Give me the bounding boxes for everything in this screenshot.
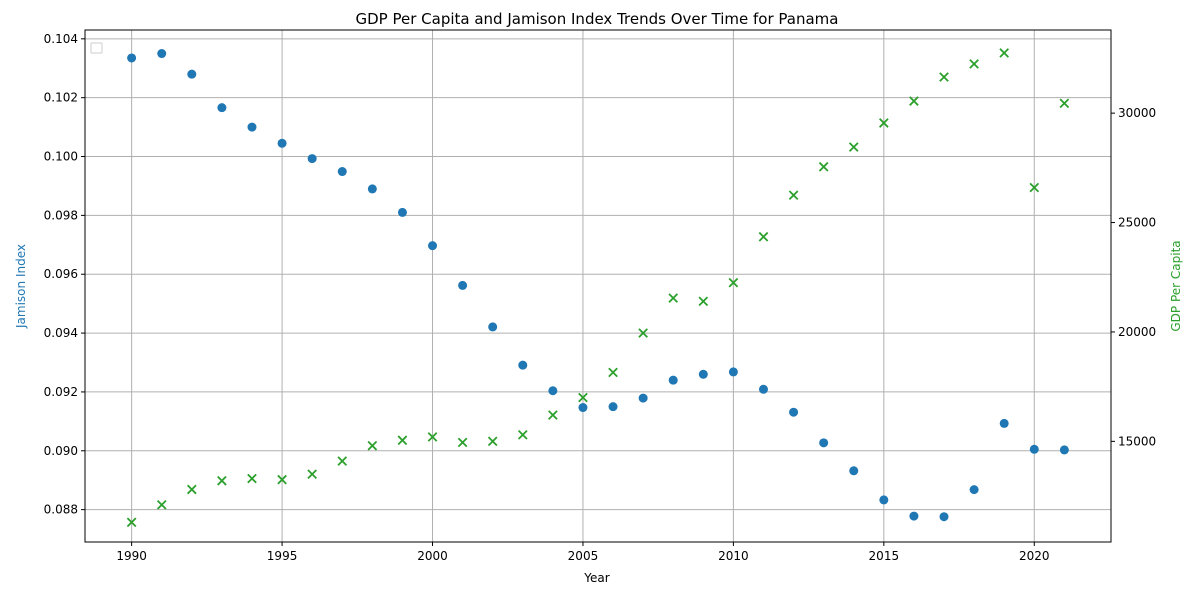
jamison-index-point xyxy=(819,438,829,448)
jamison-index-point xyxy=(1029,444,1039,454)
gdp-per-capita-point xyxy=(999,48,1010,58)
gdp-per-capita-point xyxy=(337,456,348,466)
gdp-per-capita-point xyxy=(608,367,618,378)
gdp-per-capita-point xyxy=(1029,182,1040,193)
jamison-index-point xyxy=(157,49,167,59)
gdp-per-capita-point xyxy=(578,392,588,403)
x-axis-label: Year xyxy=(583,571,609,585)
jamison-index-point xyxy=(879,495,889,505)
y-right-tick-label: 15000 xyxy=(1118,434,1156,448)
axis-ticks: 1990 1995 2000 2005 2010 2015 2020 0.088 0.090 0.… xyxy=(44,32,1157,563)
x-tick-label: 1990 xyxy=(116,549,147,563)
jamison-index-point xyxy=(548,386,558,396)
gdp-per-capita-point xyxy=(217,475,227,486)
gdp-per-capita-point xyxy=(427,432,438,442)
jamison-index-point xyxy=(217,103,227,113)
gdp-per-capita-point xyxy=(156,499,167,510)
x-tick-label: 2015 xyxy=(869,549,900,563)
gdp-per-capita-point xyxy=(638,328,648,338)
jamison-index-point xyxy=(638,393,648,403)
grid-lines xyxy=(85,30,1111,542)
gdp-per-capita-point xyxy=(1059,98,1070,109)
y-left-tick-label: 0.100 xyxy=(44,150,78,164)
gdp-per-capita-point xyxy=(668,293,679,303)
jamison-index-point xyxy=(397,207,407,217)
jamison-index-point xyxy=(758,384,768,394)
y-right-tick-label: 25000 xyxy=(1118,216,1156,230)
gdp-per-capita-point xyxy=(487,436,498,447)
jamison-index-point xyxy=(277,138,287,148)
jamison-index-point xyxy=(668,375,678,385)
jamison-index-point xyxy=(187,69,197,79)
gdp-per-capita-point xyxy=(186,484,197,495)
gdp-per-capita-point xyxy=(939,72,949,82)
jamison-index-point xyxy=(337,167,347,177)
gdp-per-capita-point xyxy=(848,142,859,152)
y-axis-left-label: Jamison Index xyxy=(14,244,28,329)
jamison-index-point xyxy=(518,360,528,370)
gdp-per-capita-point xyxy=(457,437,468,448)
gdp-per-capita-point xyxy=(788,190,799,201)
x-tick-label: 2000 xyxy=(417,549,448,563)
gdp-per-capita-point xyxy=(728,277,739,288)
jamison-index-point xyxy=(698,369,708,379)
y-left-tick-label: 0.092 xyxy=(44,385,78,399)
jamison-index-point xyxy=(939,512,949,522)
jamison-index-point xyxy=(789,407,799,417)
y-left-tick-label: 0.088 xyxy=(44,503,78,517)
gdp-per-capita-point xyxy=(548,410,558,420)
x-tick-label: 2020 xyxy=(1019,549,1050,563)
gdp-per-capita-point xyxy=(277,474,287,485)
x-tick-label: 2005 xyxy=(568,549,599,563)
gdp-per-capita-point xyxy=(909,96,919,106)
jamison-index-point xyxy=(367,184,377,194)
y-left-tick-label: 0.098 xyxy=(44,208,78,222)
jamison-index-point xyxy=(458,280,468,290)
legend-box xyxy=(90,42,103,54)
jamison-index-point xyxy=(578,403,588,413)
y-right-tick-label: 30000 xyxy=(1118,106,1156,120)
x-tick-label: 1995 xyxy=(267,549,298,563)
jamison-index-point xyxy=(999,418,1009,428)
jamison-index-point xyxy=(428,241,438,251)
gdp-per-capita-point xyxy=(969,59,979,69)
plot-frame xyxy=(84,29,1112,543)
gdp-per-capita-point xyxy=(126,517,137,528)
jamison-index-point xyxy=(247,122,257,132)
jamison-index-point xyxy=(307,154,317,164)
chart-title: GDP Per Capita and Jamison Index Trends … xyxy=(356,10,839,28)
jamison-index-point xyxy=(1059,445,1069,455)
y-left-tick-label: 0.094 xyxy=(44,326,78,340)
data-marks xyxy=(126,48,1070,528)
gdp-per-capita-point xyxy=(698,296,709,307)
x-tick-label: 2010 xyxy=(718,549,749,563)
y-right-tick-label: 20000 xyxy=(1118,325,1156,339)
gdp-per-capita-point xyxy=(397,435,408,446)
y-left-tick-label: 0.096 xyxy=(44,267,78,281)
jamison-index-point xyxy=(728,367,738,377)
y-left-tick-label: 0.090 xyxy=(44,444,78,458)
jamison-index-point xyxy=(608,402,618,412)
gdp-per-capita-point xyxy=(247,473,257,484)
y-left-tick-label: 0.102 xyxy=(44,91,78,105)
gdp-per-capita-point xyxy=(367,440,378,451)
gdp-per-capita-point xyxy=(878,118,889,128)
gdp-per-capita-point xyxy=(307,469,318,480)
jamison-index-point xyxy=(488,322,498,332)
y-axis-right-label: GDP Per Capita xyxy=(1169,240,1183,331)
jamison-index-point xyxy=(849,466,859,476)
gdp-per-capita-point xyxy=(517,429,528,440)
gdp-per-capita-point xyxy=(758,231,769,242)
y-left-tick-label: 0.104 xyxy=(44,32,78,46)
jamison-index-point xyxy=(909,511,919,521)
gdp-per-capita-point xyxy=(818,161,829,172)
jamison-index-point xyxy=(969,485,979,495)
jamison-index-point xyxy=(127,53,137,63)
